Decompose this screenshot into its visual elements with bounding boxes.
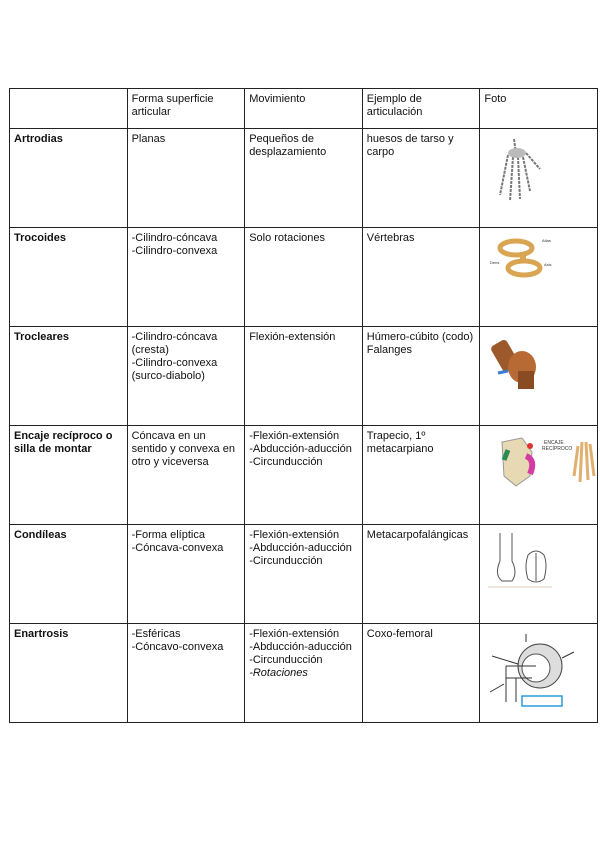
- header-cell: Movimiento: [244, 88, 363, 129]
- movimiento-line: -Flexión-extensión: [249, 628, 340, 640]
- movimiento-line: Flexión-extensión: [249, 331, 336, 343]
- table-header-row: Forma superficie articular Movimiento Ej…: [9, 88, 598, 129]
- movimiento-line: Pequeños de desplazamiento: [249, 133, 327, 158]
- condylar-joint-image: [486, 531, 593, 595]
- ejemplo-line: Metacarpofalángicas: [366, 529, 469, 541]
- table-row: Encaje recíproco o silla de montar Cóncav…: [9, 425, 598, 525]
- vertebrae-image: Atlas Axis Dens: [486, 234, 593, 288]
- table-row: Condíleas -Forma elíptica -Cóncava-convexa…: [9, 524, 598, 624]
- movimiento-line: -Rotaciones: [249, 667, 308, 679]
- movimiento-line: -Abducción-aducción: [249, 443, 352, 455]
- trochlear-joint-image: [486, 333, 593, 397]
- header-cell: Ejemplo de articulación: [361, 88, 481, 129]
- ejemplo-cell: huesos de tarso y carpo: [361, 128, 481, 228]
- joint-type-name: Encaje recíproco o silla de montar: [9, 425, 128, 525]
- photo-cell: [479, 128, 598, 228]
- forma-line: -Cóncavo-convexa: [131, 641, 224, 653]
- forma-cell: -Esféricas -Cóncavo-convexa: [126, 623, 246, 723]
- ejemplo-cell: Trapecio, 1º metacarpiano: [361, 425, 481, 525]
- movimiento-cell: Flexión-extensión: [244, 326, 363, 426]
- movimiento-line: -Circunducción: [249, 555, 323, 567]
- forma-cell: Planas: [126, 128, 246, 228]
- svg-text:Atlas: Atlas: [542, 238, 551, 243]
- ejemplo-cell: Metacarpofalángicas: [361, 524, 481, 624]
- movimiento-cell: Pequeños de desplazamiento: [244, 128, 363, 228]
- forma-cell: -Cilindro-cóncava (cresta) -Cilindro-conv…: [126, 326, 246, 426]
- forma-line: Cóncava en un sentido y convexa en otro …: [131, 430, 235, 468]
- movimiento-cell: Solo rotaciones: [244, 227, 363, 327]
- forma-line: -Cilindro-convexa (surco-diabolo): [131, 357, 218, 382]
- table-row: Enartrosis -Esféricas -Cóncavo-convexa -Fle…: [9, 623, 598, 723]
- forma-line: -Cilindro-cóncava: [131, 232, 218, 244]
- movimiento-cell: -Flexión-extensión -Abducción-aducción -Ci…: [244, 623, 363, 723]
- svg-text:Axis: Axis: [544, 262, 552, 267]
- movimiento-line: -Circunducción: [249, 456, 323, 468]
- photo-cell: [479, 623, 598, 723]
- ejemplo-cell: Vértebras: [361, 227, 481, 327]
- movimiento-line: -Abducción-aducción: [249, 542, 352, 554]
- photo-cell: [479, 524, 598, 624]
- joint-type-name: Trocoides: [9, 227, 128, 327]
- forma-line: Planas: [131, 133, 166, 145]
- photo-cell: ENCAJE RECÍPROCO: [479, 425, 598, 525]
- header-cell: Foto: [479, 88, 598, 129]
- joint-type-name: Artrodias: [9, 128, 128, 228]
- ejemplo-line: huesos de tarso y carpo: [366, 133, 454, 158]
- forma-line: -Cóncava-convexa: [131, 542, 224, 554]
- forma-cell: Cóncava en un sentido y convexa en otro …: [126, 425, 246, 525]
- movimiento-line: -Flexión-extensión: [249, 529, 340, 541]
- movimiento-cell: -Flexión-extensión -Abducción-aducción -Ci…: [244, 524, 363, 624]
- forma-line: -Esféricas: [131, 628, 181, 640]
- saddle-joint-image: ENCAJE RECÍPROCO: [486, 432, 596, 496]
- joint-type-name: Condíleas: [9, 524, 128, 624]
- movimiento-cell: -Flexión-extensión -Abducción-aducción -Ci…: [244, 425, 363, 525]
- joint-type-name: Enartrosis: [9, 623, 128, 723]
- ejemplo-line: Vértebras: [366, 232, 415, 244]
- joint-type-name: Trocleares: [9, 326, 128, 426]
- table-row: Trocoides -Cilindro-cóncava -Cilindro-conv…: [9, 227, 598, 327]
- joints-table: Forma superficie articular Movimiento Ej…: [9, 88, 598, 723]
- ejemplo-cell: Húmero-cúbito (codo) Falanges: [361, 326, 481, 426]
- movimiento-line: Solo rotaciones: [249, 232, 326, 244]
- movimiento-line: -Flexión-extensión: [249, 430, 340, 442]
- header-cell: Forma superficie articular: [126, 88, 246, 129]
- hand-bones-image: [486, 135, 593, 209]
- movimiento-line: -Circunducción: [249, 654, 323, 666]
- table-row: Trocleares -Cilindro-cóncava (cresta) -Cil…: [9, 326, 598, 426]
- forma-line: -Cilindro-convexa: [131, 245, 218, 257]
- forma-line: -Cilindro-cóncava (cresta): [131, 331, 218, 356]
- ball-socket-joint-image: [486, 630, 593, 714]
- ejemplo-line: Trapecio, 1º metacarpiano: [366, 430, 434, 455]
- photo-cell: Atlas Axis Dens: [479, 227, 598, 327]
- photo-cell: [479, 326, 598, 426]
- header-cell: [9, 88, 128, 129]
- svg-text:RECÍPROCO: RECÍPROCO: [542, 445, 572, 452]
- ejemplo-line: Coxo-femoral: [366, 628, 433, 640]
- movimiento-line: -Abducción-aducción: [249, 641, 352, 653]
- ejemplo-line: Falanges: [366, 344, 413, 356]
- forma-cell: -Cilindro-cóncava -Cilindro-convexa: [126, 227, 246, 327]
- table-row: Artrodias Planas Pequeños de desplazamient…: [9, 128, 598, 228]
- svg-text:Dens: Dens: [490, 260, 499, 265]
- ejemplo-line: Húmero-cúbito (codo): [366, 331, 474, 343]
- ejemplo-cell: Coxo-femoral: [361, 623, 481, 723]
- forma-line: -Forma elíptica: [131, 529, 205, 541]
- forma-cell: -Forma elíptica -Cóncava-convexa: [126, 524, 246, 624]
- svg-text:ENCAJE: ENCAJE: [544, 440, 564, 446]
